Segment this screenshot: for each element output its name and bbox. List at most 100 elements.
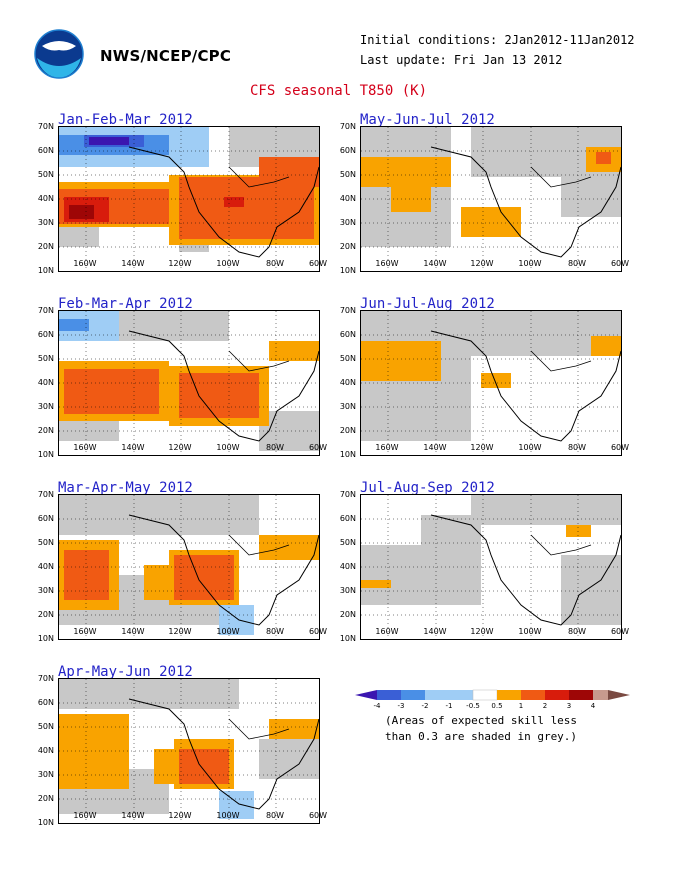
last-update: Last update: Fri Jan 13 2012 [360,53,563,67]
lon-label: 60W [308,259,328,268]
lat-label: 50N [339,170,356,179]
lat-label: 60N [339,514,356,523]
lat-label: 70N [37,674,54,683]
lon-label: 120W [470,259,494,268]
lat-label: 20N [37,610,54,619]
color-legend: -4 -3 -2 -1 -0.5 0.5 1 2 3 4 (Areas of e… [355,688,630,758]
legend-tick: 2 [542,702,548,710]
lon-label: 60W [610,259,630,268]
lon-label: 140W [121,443,145,452]
lat-label: 20N [37,794,54,803]
lat-label: 20N [339,426,356,435]
lon-label: 120W [470,627,494,636]
panel-title: Feb-Mar-Apr 2012 [58,296,193,312]
lat-label: 40N [37,194,54,203]
lat-label: 60N [339,330,356,339]
lon-label: 60W [610,627,630,636]
lon-label: 80W [265,443,285,452]
lat-label: 50N [37,538,54,547]
lat-label: 50N [37,170,54,179]
lon-label: 160W [73,443,97,452]
lat-label: 30N [37,586,54,595]
lat-label: 10N [339,266,356,275]
lon-label: 120W [168,627,192,636]
legend-tick: -1 [445,702,453,710]
lat-label: 40N [339,194,356,203]
lon-label: 60W [308,443,328,452]
anomaly-map [58,310,320,456]
lat-label: 70N [37,490,54,499]
lat-label: 30N [37,218,54,227]
lon-label: 160W [73,259,97,268]
legend-tick: -2 [421,702,429,710]
lon-label: 160W [73,627,97,636]
lon-label: 140W [121,259,145,268]
lat-label: 20N [339,610,356,619]
lon-label: 80W [265,811,285,820]
lat-label: 10N [37,266,54,275]
legend-tick: 1 [518,702,524,710]
lon-label: 100W [216,259,240,268]
agency-name: NWS/NCEP/CPC [100,47,232,65]
anomaly-map [360,126,622,272]
panel-title: May-Jun-Jul 2012 [360,112,495,128]
lat-label: 30N [339,402,356,411]
noaa-logo-icon [34,28,84,80]
lon-label: 140W [121,811,145,820]
lon-label: 120W [168,443,192,452]
panel-title: Jul-Aug-Sep 2012 [360,480,495,496]
forecast-panel: Jun-Jul-Aug 2012 70N 60N 50N 40N 30N 20N… [340,296,650,466]
lat-label: 60N [37,698,54,707]
forecast-panel: Mar-Apr-May 2012 70N 60N [38,480,348,650]
lon-label: 160W [375,443,399,452]
forecast-panel: Feb-Mar-Apr 2012 70N [38,296,348,466]
lon-label: 100W [518,627,542,636]
lon-label: 160W [73,811,97,820]
lat-label: 20N [37,426,54,435]
initial-conditions: Initial conditions: 2Jan2012-11Jan2012 [360,33,635,47]
page-title: CFS seasonal T850 (K) [250,83,428,99]
lon-label: 80W [265,627,285,636]
lat-label: 10N [339,634,356,643]
lat-label: 60N [339,146,356,155]
anomaly-map [360,494,622,640]
legend-tick: 3 [566,702,572,710]
anomaly-map [58,678,320,824]
lon-label: 120W [168,259,192,268]
legend-tick: -0.5 [466,702,480,710]
lon-label: 120W [168,811,192,820]
lat-label: 20N [339,242,356,251]
lon-label: 100W [216,627,240,636]
lat-label: 30N [339,586,356,595]
lat-label: 50N [339,354,356,363]
lat-label: 10N [37,450,54,459]
legend-tick: 0.5 [491,702,503,710]
lat-label: 40N [339,562,356,571]
anomaly-map [58,494,320,640]
legend-tick: 4 [590,702,596,710]
lat-label: 30N [37,770,54,779]
legend-note: than 0.3 are shaded in grey.) [385,730,578,743]
lat-label: 10N [339,450,356,459]
lat-label: 70N [339,490,356,499]
lat-label: 40N [339,378,356,387]
anomaly-map [360,310,622,456]
lon-label: 80W [567,443,587,452]
lon-label: 80W [567,259,587,268]
lon-label: 100W [518,259,542,268]
lat-label: 70N [339,122,356,131]
legend-color-bar [355,689,630,701]
lon-label: 160W [375,627,399,636]
lon-label: 80W [265,259,285,268]
lat-label: 40N [37,378,54,387]
lon-label: 100W [518,443,542,452]
legend-tick: -3 [397,702,405,710]
lon-label: 80W [567,627,587,636]
lon-label: 140W [423,627,447,636]
forecast-panel: May-Jun-Jul 2012 70N 60N 50N [340,112,650,282]
lat-label: 30N [339,218,356,227]
lat-label: 50N [339,538,356,547]
forecast-panel: Jul-Aug-Sep 2012 70N 60N 50N 40N 30N 20 [340,480,650,650]
legend-note: (Areas of expected skill less [385,714,578,727]
panel-title: Apr-May-Jun 2012 [58,664,193,680]
